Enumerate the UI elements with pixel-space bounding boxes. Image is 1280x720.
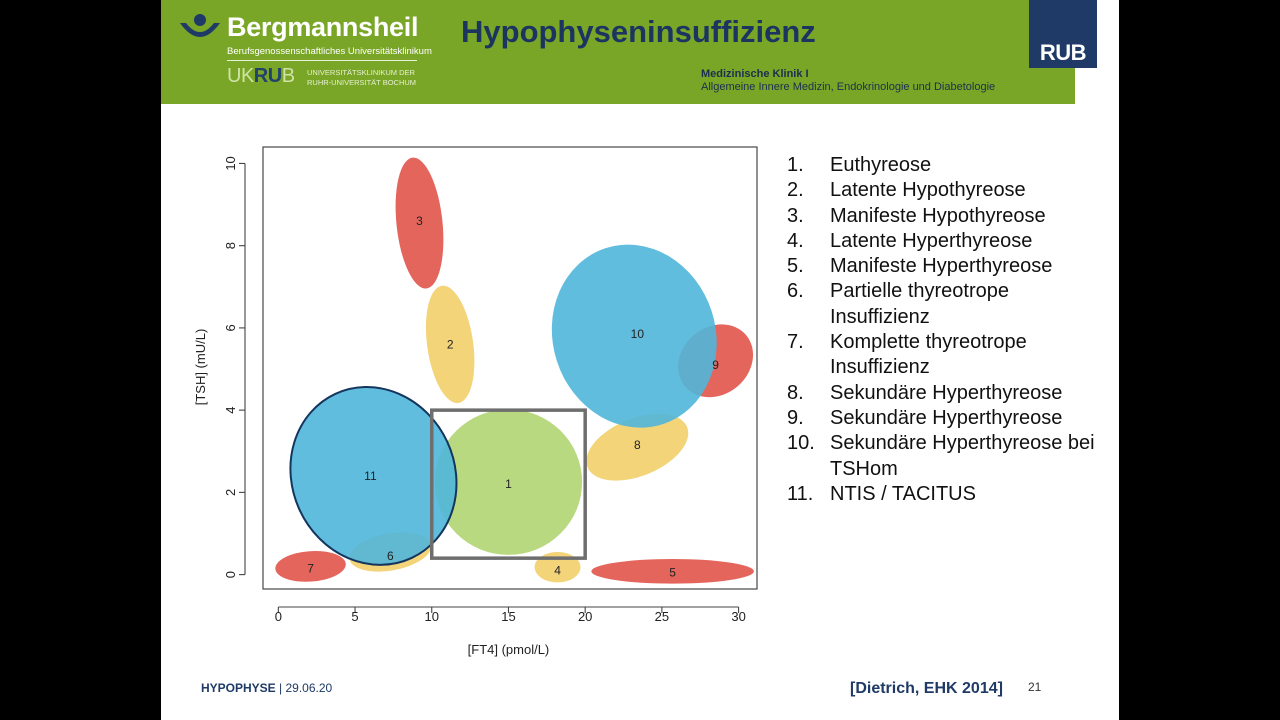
footer-topic: HYPOPHYSE | 29.06.20 <box>201 681 333 695</box>
x-tick-label: 30 <box>731 609 745 624</box>
legend-label: Latente Hypothyreose <box>830 179 1026 202</box>
legend-number: 8. <box>787 381 804 404</box>
y-tick-label: 0 <box>223 571 238 578</box>
rub-logo-badge: RUB <box>1029 0 1097 68</box>
legend-number: 7. <box>787 331 804 354</box>
region-label-2: 2 <box>447 337 454 351</box>
uk-rub-logo: UKRUB <box>227 65 295 87</box>
header-bar: Bergmannsheil Berufsgenossenschaftliches… <box>161 0 1075 104</box>
region-label-1: 1 <box>505 477 512 491</box>
region-label-3: 3 <box>416 214 423 228</box>
legend-item: 11. NTIS / TACITUS <box>787 482 1100 507</box>
citation: [Dietrich, EHK 2014] <box>850 680 1003 697</box>
region-label-7: 7 <box>307 561 314 575</box>
department-title: Medizinische Klinik I <box>701 68 809 80</box>
region-5 <box>591 558 754 584</box>
legend-label: Komplette thyreotrope Insuffizienz <box>830 331 1027 379</box>
legend-number: 10. <box>787 432 815 455</box>
legend-number: 6. <box>787 280 804 303</box>
y-tick-label: 10 <box>223 156 238 170</box>
legend-number: 11. <box>787 482 814 505</box>
legend-item: 6. Partielle thyreotrope Insuffizienz <box>787 279 1100 330</box>
legend-item: 5. Manifeste Hyperthyreose <box>787 254 1100 279</box>
x-axis-label: [FT4] (pmol/L) <box>468 642 550 657</box>
legend-label: Euthyreose <box>830 154 932 176</box>
region-label-10: 10 <box>631 327 645 341</box>
legend-number: 3. <box>787 204 804 227</box>
logo-subtitle: Berufsgenossenschaftliches Universitätsk… <box>227 46 432 57</box>
y-tick-label: 4 <box>223 407 238 414</box>
legend-number: 5. <box>787 255 804 278</box>
legend-item: 2. Latente Hypothyreose <box>787 178 1100 203</box>
legend-number: 9. <box>787 406 804 429</box>
y-tick-label: 2 <box>223 489 238 496</box>
region-label-6: 6 <box>387 549 394 563</box>
bergmannsheil-logo-icon <box>180 14 220 37</box>
legend-item: 9. Sekundäre Hyperthyreose <box>787 406 1100 431</box>
y-tick-label: 8 <box>223 242 238 249</box>
legend-label: Sekundäre Hyperthyreose <box>830 406 1063 429</box>
legend-item: 4. Latente Hyperthyreose <box>787 229 1100 254</box>
legend-label: Partielle thyreotrope Insuffizienz <box>830 280 1009 328</box>
region-7 <box>275 551 346 582</box>
legend-number: 1. <box>787 154 804 176</box>
logo-university-text: UNIVERSITÄTSKLINIKUM DER RUHR-UNIVERSITÄ… <box>307 68 417 87</box>
y-axis-label: [TSH] (mU/L) <box>193 329 208 406</box>
logo-divider <box>227 60 417 61</box>
y-tick-label: 6 <box>223 324 238 331</box>
x-tick-label: 20 <box>578 609 592 624</box>
legend-number: 4. <box>787 229 804 252</box>
legend-item: 8. Sekundäre Hyperthyreose <box>787 381 1100 406</box>
page-number: 21 <box>1028 680 1042 694</box>
slide: Bergmannsheil Berufsgenossenschaftliches… <box>161 0 1119 720</box>
legend-item: 3. Manifeste Hypothyreose <box>787 204 1100 229</box>
logo-name: Bergmannsheil <box>227 12 419 42</box>
legend-item: 10. Sekundäre Hyperthyreose bei TSHom <box>787 431 1100 482</box>
x-tick-label: 0 <box>275 609 282 624</box>
region-label-11: 11 <box>364 469 377 483</box>
legend-label: Sekundäre Hyperthyreose <box>830 381 1063 404</box>
legend-label: Manifeste Hypothyreose <box>830 204 1046 227</box>
reference-range-box <box>430 408 587 560</box>
department-subtitle: Allgemeine Innere Medizin, Endokrinologi… <box>701 81 996 93</box>
legend-label: Manifeste Hyperthyreose <box>830 255 1053 278</box>
legend-item: 7. Komplette thyreotrope Insuffizienz <box>787 330 1100 381</box>
slide-title: Hypophyseninsuffizienz <box>461 14 816 49</box>
region-3 <box>395 157 444 289</box>
legend-number: 2. <box>787 179 804 202</box>
legend-item: 1. Euthyreose <box>787 153 1100 178</box>
x-tick-label: 5 <box>351 609 358 624</box>
region-label-5: 5 <box>669 566 676 580</box>
region-label-9: 9 <box>712 358 719 372</box>
legend-label: Latente Hyperthyreose <box>830 229 1033 252</box>
x-tick-label: 15 <box>501 609 515 624</box>
x-tick-label: 25 <box>655 609 669 624</box>
thyroid-diagram: 1 2 3 4 5 6 7 8 9 10 11 0 5 10 15 20 25 30 [FT4] (pmol/L) 0… <box>193 146 758 657</box>
region-8 <box>586 413 689 481</box>
region-1 <box>434 409 583 555</box>
region-10 <box>551 244 717 428</box>
legend-label: Sekundäre Hyperthyreose bei TSHom <box>830 432 1095 480</box>
x-tick-label: 10 <box>425 609 439 624</box>
region-11 <box>289 386 458 566</box>
legend-label: NTIS / TACITUS <box>830 482 976 505</box>
legend-list: 1. Euthyreose 2. Latente Hypothyreose 3. Mani… <box>787 153 1100 507</box>
region-label-8: 8 <box>634 438 641 452</box>
region-2 <box>425 285 475 404</box>
region-label-4: 4 <box>554 563 561 577</box>
